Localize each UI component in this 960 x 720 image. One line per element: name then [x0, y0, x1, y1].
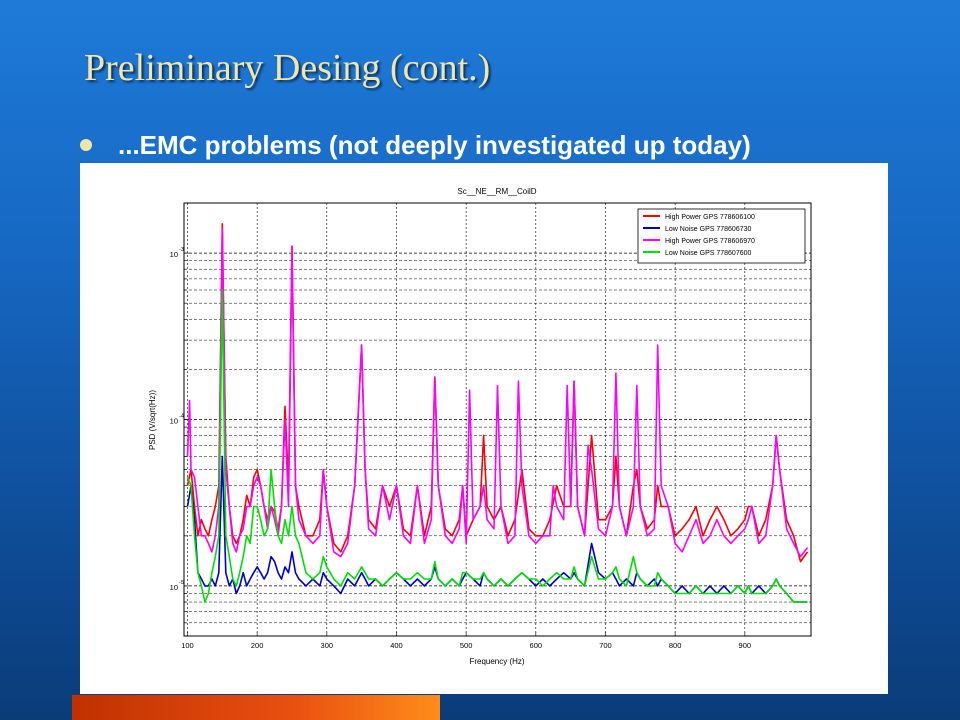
legend-entry: High Power GPS 778606100: [665, 214, 755, 221]
y-tick-label: 10: [170, 250, 178, 259]
x-tick-label: 300: [321, 641, 334, 650]
x-tick-label: 600: [530, 641, 543, 650]
legend-entry: Low Noise GPS 778606730: [665, 226, 751, 233]
chart-title: Sc__NE__RM__CoilD: [457, 187, 536, 196]
y-tick-exponent: -4: [179, 414, 184, 420]
x-tick-label: 100: [181, 641, 194, 650]
bullet-dot-icon: [80, 139, 92, 151]
y-tick-label: 10: [170, 583, 178, 592]
y-tick-exponent: -3: [179, 247, 184, 253]
x-tick-label: 800: [669, 641, 682, 650]
legend-entry: High Power GPS 778606970: [665, 238, 755, 245]
series-line: [186, 289, 808, 603]
bullet-text: ...EMC problems (not deeply investigated…: [118, 129, 751, 160]
y-tick-label: 10: [170, 417, 178, 426]
slide-title: Preliminary Desing (cont.): [84, 47, 491, 89]
legend-box: [637, 208, 806, 264]
figure-panel: Sc__NE__RM__CoilD 100 200 300 400 500 600 700 8…: [80, 163, 888, 694]
legend: High Power GPS 778606100 Low Noise GPS 77…: [637, 208, 806, 264]
x-tick-label: 200: [251, 641, 264, 650]
x-tick-label: 400: [390, 641, 403, 650]
legend-entry: Low Noise GPS 778607600: [665, 250, 751, 257]
x-axis-label: Frequency (Hz): [469, 657, 524, 666]
series-lines: [186, 222, 809, 603]
x-tick-label: 900: [739, 641, 752, 650]
psd-chart: Sc__NE__RM__CoilD 100 200 300 400 500 600 700 8…: [80, 163, 888, 694]
y-tick-exponent: -5: [179, 580, 184, 586]
x-tick-label: 700: [599, 641, 612, 650]
bullet-item: ...EMC problems (not deeply investigated…: [80, 130, 751, 160]
x-tick-label: 500: [460, 641, 473, 650]
series-line: [186, 228, 809, 558]
accent-bar: [72, 695, 440, 720]
y-axis-label: PSD (V/sqrt(Hz)): [148, 390, 157, 450]
